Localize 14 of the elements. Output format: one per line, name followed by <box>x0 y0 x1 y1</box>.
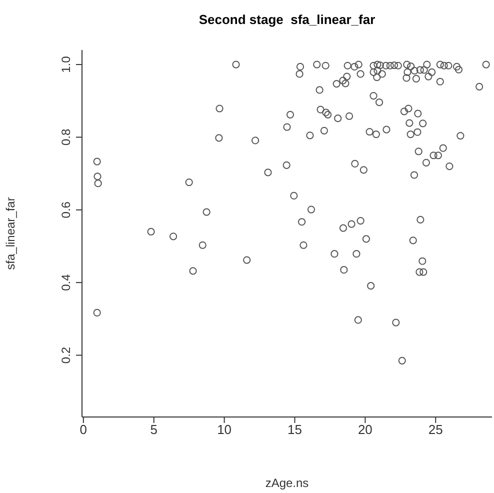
y-axis-title: sfa_linear_far <box>3 197 18 270</box>
x-axis-title: zAge.ns <box>265 476 309 490</box>
x-tick-label: 0 <box>80 422 88 438</box>
x-tick-label: 5 <box>150 422 158 438</box>
y-tick-label: 0.2 <box>59 346 73 364</box>
y-tick-label: 1.0 <box>59 56 73 73</box>
x-tick-label: 25 <box>428 422 443 438</box>
x-tick-label: 20 <box>358 422 372 438</box>
x-tick-label: 10 <box>217 422 232 438</box>
y-tick-label: 0.8 <box>59 128 73 146</box>
x-tick-label: 15 <box>288 422 302 438</box>
chart-title: Second stage sfa_linear_far <box>198 12 376 27</box>
y-tick-label: 0.6 <box>59 201 73 218</box>
y-tick-label: 0.4 <box>59 274 73 291</box>
